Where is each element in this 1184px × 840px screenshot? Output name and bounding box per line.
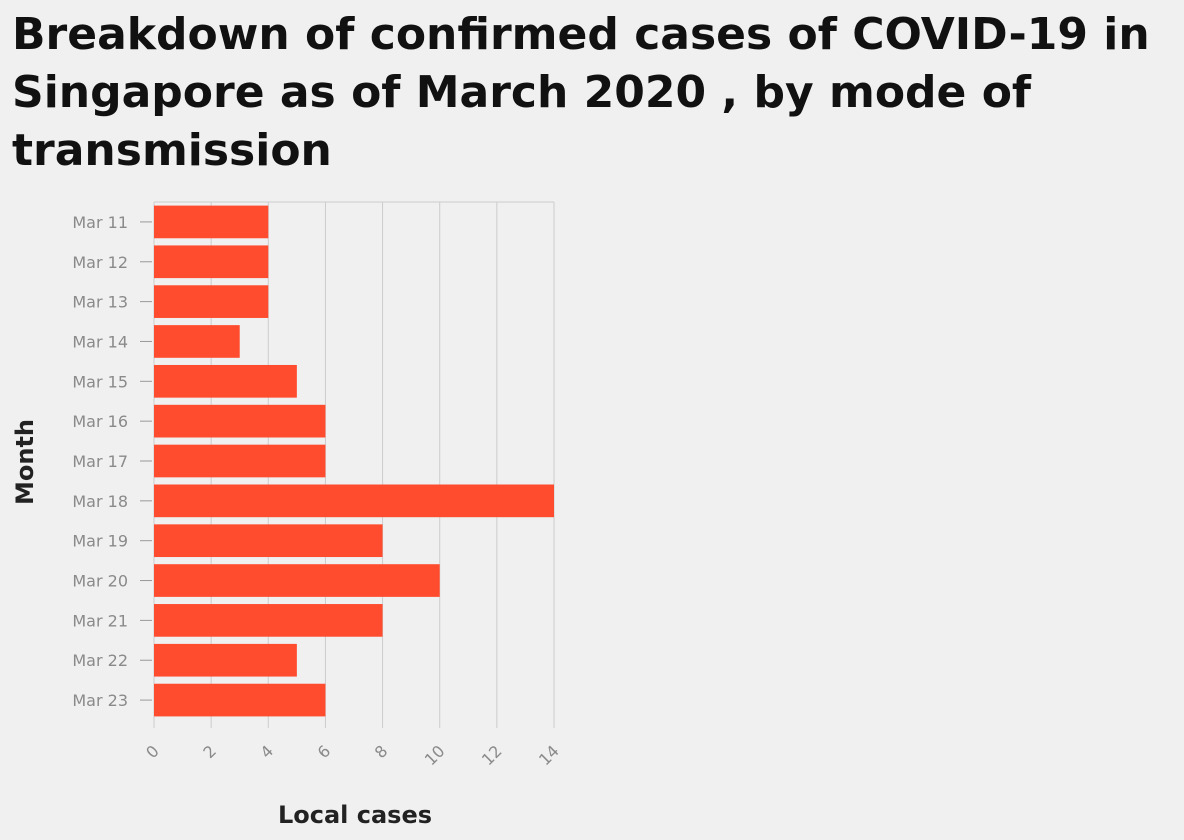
y-axis-ticks: Mar 11 Mar 12 Mar 13 Mar 14 Mar 15 Mar 16 Mar …: [72, 213, 152, 710]
bar: [154, 484, 554, 518]
y-tick-label: Mar 23: [72, 691, 128, 710]
y-tick-label: Mar 15: [72, 372, 128, 391]
bar: [154, 444, 326, 478]
y-tick-label: Mar 22: [72, 651, 128, 670]
x-axis-ticks: 0 2 4 6 8 10 12 14: [142, 741, 563, 769]
bar: [154, 404, 326, 438]
chart-title: Breakdown of confirmed cases of COVID-19…: [12, 9, 1150, 176]
bar: [154, 683, 326, 717]
x-tick-label: 6: [314, 741, 335, 762]
y-tick-label: Mar 12: [72, 253, 128, 272]
y-axis-title: Month: [11, 419, 39, 505]
bar: [154, 564, 440, 597]
bar: [154, 285, 269, 318]
y-tick-label: Mar 16: [72, 412, 128, 431]
y-tick-label: Mar 19: [72, 532, 128, 551]
bar: [154, 604, 383, 637]
x-tick-label: 2: [199, 741, 220, 762]
x-tick-label: 4: [256, 741, 277, 762]
bars: [154, 205, 554, 717]
bar: [154, 205, 269, 239]
y-tick-label: Mar 20: [72, 572, 128, 591]
x-tick-label: 0: [142, 741, 163, 762]
bar: [154, 364, 297, 398]
y-tick-label: Mar 21: [72, 611, 128, 630]
x-tick-label: 8: [371, 741, 392, 762]
bar: [154, 325, 240, 358]
y-tick-label: Mar 14: [72, 332, 128, 351]
y-tick-label: Mar 13: [72, 293, 128, 312]
x-tick-label: 10: [421, 741, 449, 769]
y-tick-label: Mar 17: [72, 452, 128, 471]
bar: [154, 245, 269, 279]
bar: [154, 643, 297, 677]
bar: [154, 524, 383, 558]
x-tick-label: 12: [478, 741, 506, 769]
x-axis-title: Local cases: [278, 801, 432, 829]
x-tick-label: 14: [535, 741, 563, 769]
y-tick-label: Mar 11: [72, 213, 128, 232]
y-tick-label: Mar 18: [72, 492, 128, 511]
